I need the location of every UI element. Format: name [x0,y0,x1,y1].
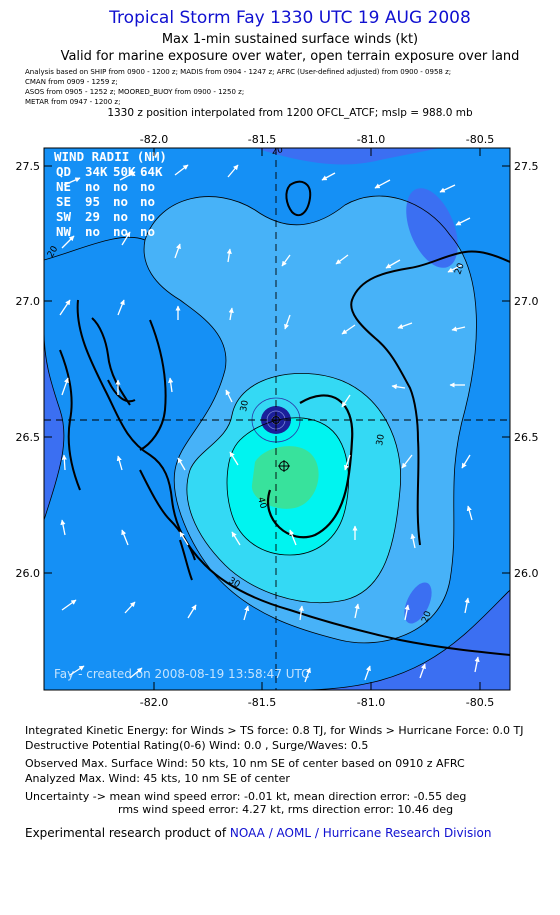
axis-ticks [44,148,510,690]
uncertainty-line-2: rms wind speed error: 4.27 kt, rms direc… [118,803,454,816]
wind-radii-ne-64: no [140,179,155,194]
wind-radii-title: WIND RADII (NM) [54,149,167,164]
wind-radii-nw-34: no [85,224,100,239]
lat-tick-right: 27.5 [514,160,539,173]
wind-radii-ne-50: no [113,179,128,194]
lat-tick-left: 26.5 [16,431,41,444]
lat-tick-right: 27.0 [514,295,539,308]
validity-note: Valid for marine exposure over water, op… [60,49,520,64]
wind-radii-nw-64: no [140,224,155,239]
ike-line: Integrated Kinetic Energy: for Winds > T… [25,724,524,737]
map-frame [43,147,511,691]
observed-max-wind: Observed Max. Surface Wind: 50 kts, 10 n… [25,757,465,770]
contour-label-20: 20 [271,145,284,157]
contour-label-40: 40 [255,496,268,510]
credit-prefix: Experimental research product of [25,826,230,840]
wind-radii-sw-50: no [113,209,128,224]
wind-radii-sw-34: 29 [85,209,100,224]
lat-tick-left: 27.5 [16,160,41,173]
wind-radii-table: WIND RADII (NM) QD 34K 50K 64K NE no no … [54,149,167,239]
lon-tick-top: -82.0 [140,133,168,146]
contour-label-30: 30 [239,399,251,412]
analysis-line-1: Analysis based on SHIP from 0900 - 1200 … [25,68,452,76]
wind-radii-sw-64: no [140,209,155,224]
wind-radii-header-64k: 64K [140,164,163,179]
wind-radii-header-34k: 34K [85,164,108,179]
analysis-line-2: CMAN from 0909 - 1259 z; [25,78,118,86]
dpr-line: Destructive Potential Rating(0-6) Wind: … [25,739,369,752]
wind-radii-se-34: 95 [85,194,100,209]
wind-band-10-20-se-lobe [404,582,432,624]
lon-tick-bottom: -81.0 [357,696,385,709]
lat-tick-left: 26.0 [16,567,41,580]
uncertainty-line-1: Uncertainty -> mean wind speed error: -0… [25,790,467,803]
lon-tick-top: -80.5 [466,133,494,146]
lat-tick-right: 26.5 [514,431,539,444]
lon-tick-bottom: -81.5 [248,696,276,709]
lon-tick-bottom: -80.5 [466,696,494,709]
map-subtitle: Max 1-min sustained surface winds (kt) [161,32,419,47]
wind-radii-header-qd: QD [56,164,71,179]
contour-label-30: 30 [375,433,387,446]
analysis-line-3: ASOS from 0905 - 1252 z; MOORED_BUOY fro… [25,88,245,96]
wind-radii-nw-50: no [113,224,128,239]
wind-radii-ne: NE [56,179,71,194]
lon-tick-top: -81.5 [248,133,276,146]
contour-label-20: 20 [453,262,466,276]
credit-line: Experimental research product of NOAA / … [25,826,491,840]
lon-tick-bottom: -82.0 [140,696,168,709]
map-credit: Fay - created on 2008-08-19 13:58:47 UTC [54,667,310,681]
hrd-credit-link[interactable]: NOAA / AOML / Hurricane Research Divisio… [229,826,492,840]
analysis-line-4: METAR from 0947 - 1200 z; [25,98,121,106]
wind-radii-ne-34: no [85,179,100,194]
wind-radii-header-50k: 50K [113,164,136,179]
contour-label-20: 20 [420,610,433,624]
wind-radii-se: SE [56,194,71,209]
analyzed-max-wind: Analyzed Max. Wind: 45 kts, 10 nm SE of … [25,772,290,785]
wind-radii-se-50: no [113,194,128,209]
lat-tick-left: 27.0 [16,295,41,308]
hurricane-contour-50 [267,394,354,539]
wind-vectors [59,164,480,683]
map-title: Tropical Storm Fay 1330 UTC 19 AUG 2008 [109,8,471,28]
wind-radii-se-64: no [140,194,155,209]
wind-radii-sw: SW [56,209,72,224]
position-note: 1330 z position interpolated from 1200 O… [107,107,473,119]
wind-band-10-20-ne-lobe [406,188,458,268]
lon-tick-top: -81.0 [357,133,385,146]
lat-tick-right: 26.0 [514,567,539,580]
wind-radii-nw: NW [56,224,72,239]
